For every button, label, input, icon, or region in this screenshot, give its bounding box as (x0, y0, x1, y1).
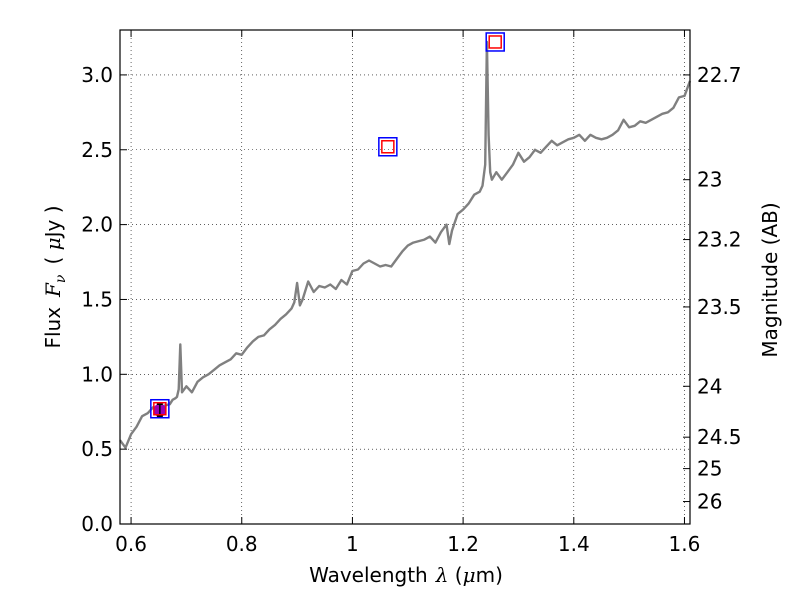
spectrum-line (119, 40, 692, 449)
x-tick-label: 1 (346, 532, 359, 556)
y2-tick-label: 23 (697, 168, 722, 192)
photometry-markers (150, 32, 505, 419)
y-tick-label: 2.0 (81, 213, 113, 237)
y-tick-label: 0.5 (81, 437, 113, 461)
y-tick-label: 1.5 (81, 287, 113, 311)
y2-tick-label: 24.5 (697, 425, 742, 449)
x-tick-label: 1.2 (447, 532, 479, 556)
y-tick-label: 3.0 (81, 63, 113, 87)
x-tick-label: 0.6 (115, 532, 147, 556)
y2-tick-label: 26 (697, 490, 722, 514)
model-J-square (485, 32, 505, 52)
y-axis-ticks: 0.0 0.5 1.0 1.5 2.0 2.5 3.0 (81, 63, 127, 536)
y2-tick-label: 25 (697, 457, 722, 481)
y-tick-label: 0.0 (81, 512, 113, 536)
model-Y-inner-square (381, 140, 395, 154)
x-tick-label: 1.6 (669, 532, 701, 556)
x-axis-title: Wavelength λ (μm) (309, 563, 503, 587)
y-axis-title: FluxFν( μJy ) (41, 205, 69, 348)
x-tick-label: 1.4 (558, 532, 590, 556)
y2-tick-label: 24 (697, 374, 722, 398)
grid-lines (120, 30, 690, 525)
y2-axis-title: Magnitude (AB) (758, 202, 782, 357)
model-J-inner-square (488, 35, 502, 49)
y2-axis-ticks: 22.7 23 23.2 23.5 24 24.5 25 26 (683, 63, 742, 514)
plot-frame (119, 29, 691, 525)
model-r-inner-square (153, 401, 167, 416)
series-layer (119, 40, 692, 449)
x-tick-label: 0.8 (226, 532, 258, 556)
y2-tick-label: 23.2 (697, 228, 742, 252)
y2-tick-label: 23.5 (697, 295, 742, 319)
y-tick-label: 1.0 (81, 362, 113, 386)
y2-tick-label: 22.7 (697, 63, 742, 87)
model-Y-square (378, 137, 398, 157)
y-tick-label: 2.5 (81, 138, 113, 162)
model-r-square (150, 398, 170, 419)
x-axis-ticks: 0.6 0.8 1 1.2 1.4 1.6 (115, 30, 700, 556)
